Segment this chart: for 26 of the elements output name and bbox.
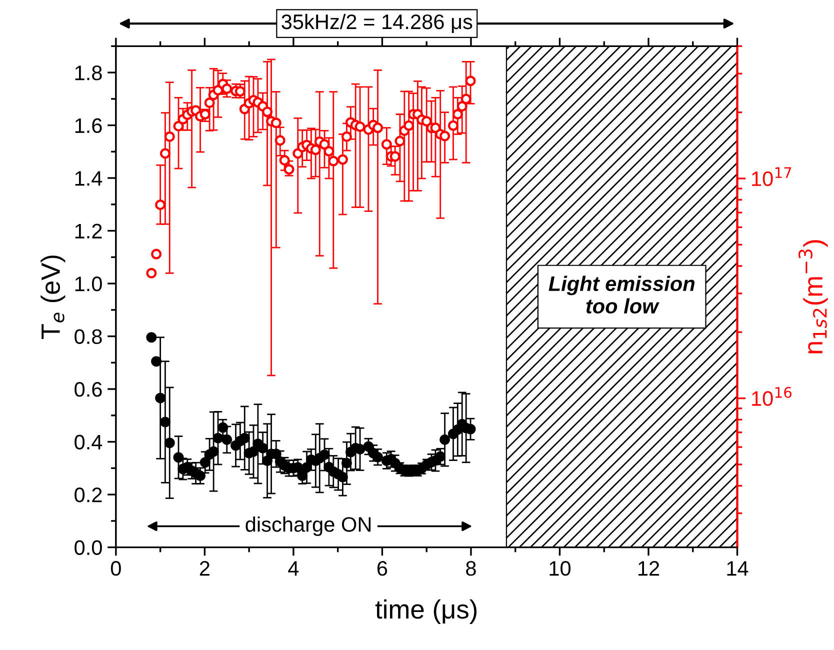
x-tick-label: 2 [200,561,210,576]
y-tick-label: 1.0 [75,276,102,292]
x-tick-label: 8 [466,561,476,576]
x-tick-label: 14 [727,561,748,576]
y-tick-label: 0.8 [74,329,102,344]
y-tick-label: 0.0 [74,540,102,556]
x-tick-label: 0 [110,561,121,576]
y-tick-label: 0.2 [74,488,102,502]
y2-axis-title: n$_{1s2}$(m$^{−3}$) [798,240,828,354]
x-axis-title: time (μs) [375,599,477,624]
x-tick-label: 6 [377,561,388,576]
text: 35kHz/2 = 14.286 μs [282,14,472,33]
y-tick-label: 1.8 [75,66,102,80]
x-tick-label: 4 [288,561,299,576]
annotation: discharge ON [246,516,371,536]
y-tick-label: 0.4 [74,434,102,450]
y2-tick-label: 10$^{16}$ [752,386,792,406]
y-axis-title: T$_{e}$ (eV) [40,256,66,340]
y2-tick-label: 10$^{17}$ [752,167,792,186]
band-label: Light emission too low [548,276,694,314]
y-tick-label: 1.2 [75,224,102,238]
y-tick-label: 1.4 [75,171,102,186]
x-tick-label: 12 [638,561,660,576]
y-tick-label: 1.6 [75,118,102,134]
y-tick-label: 0.6 [74,382,102,397]
x-tick-label: 10 [550,561,571,576]
